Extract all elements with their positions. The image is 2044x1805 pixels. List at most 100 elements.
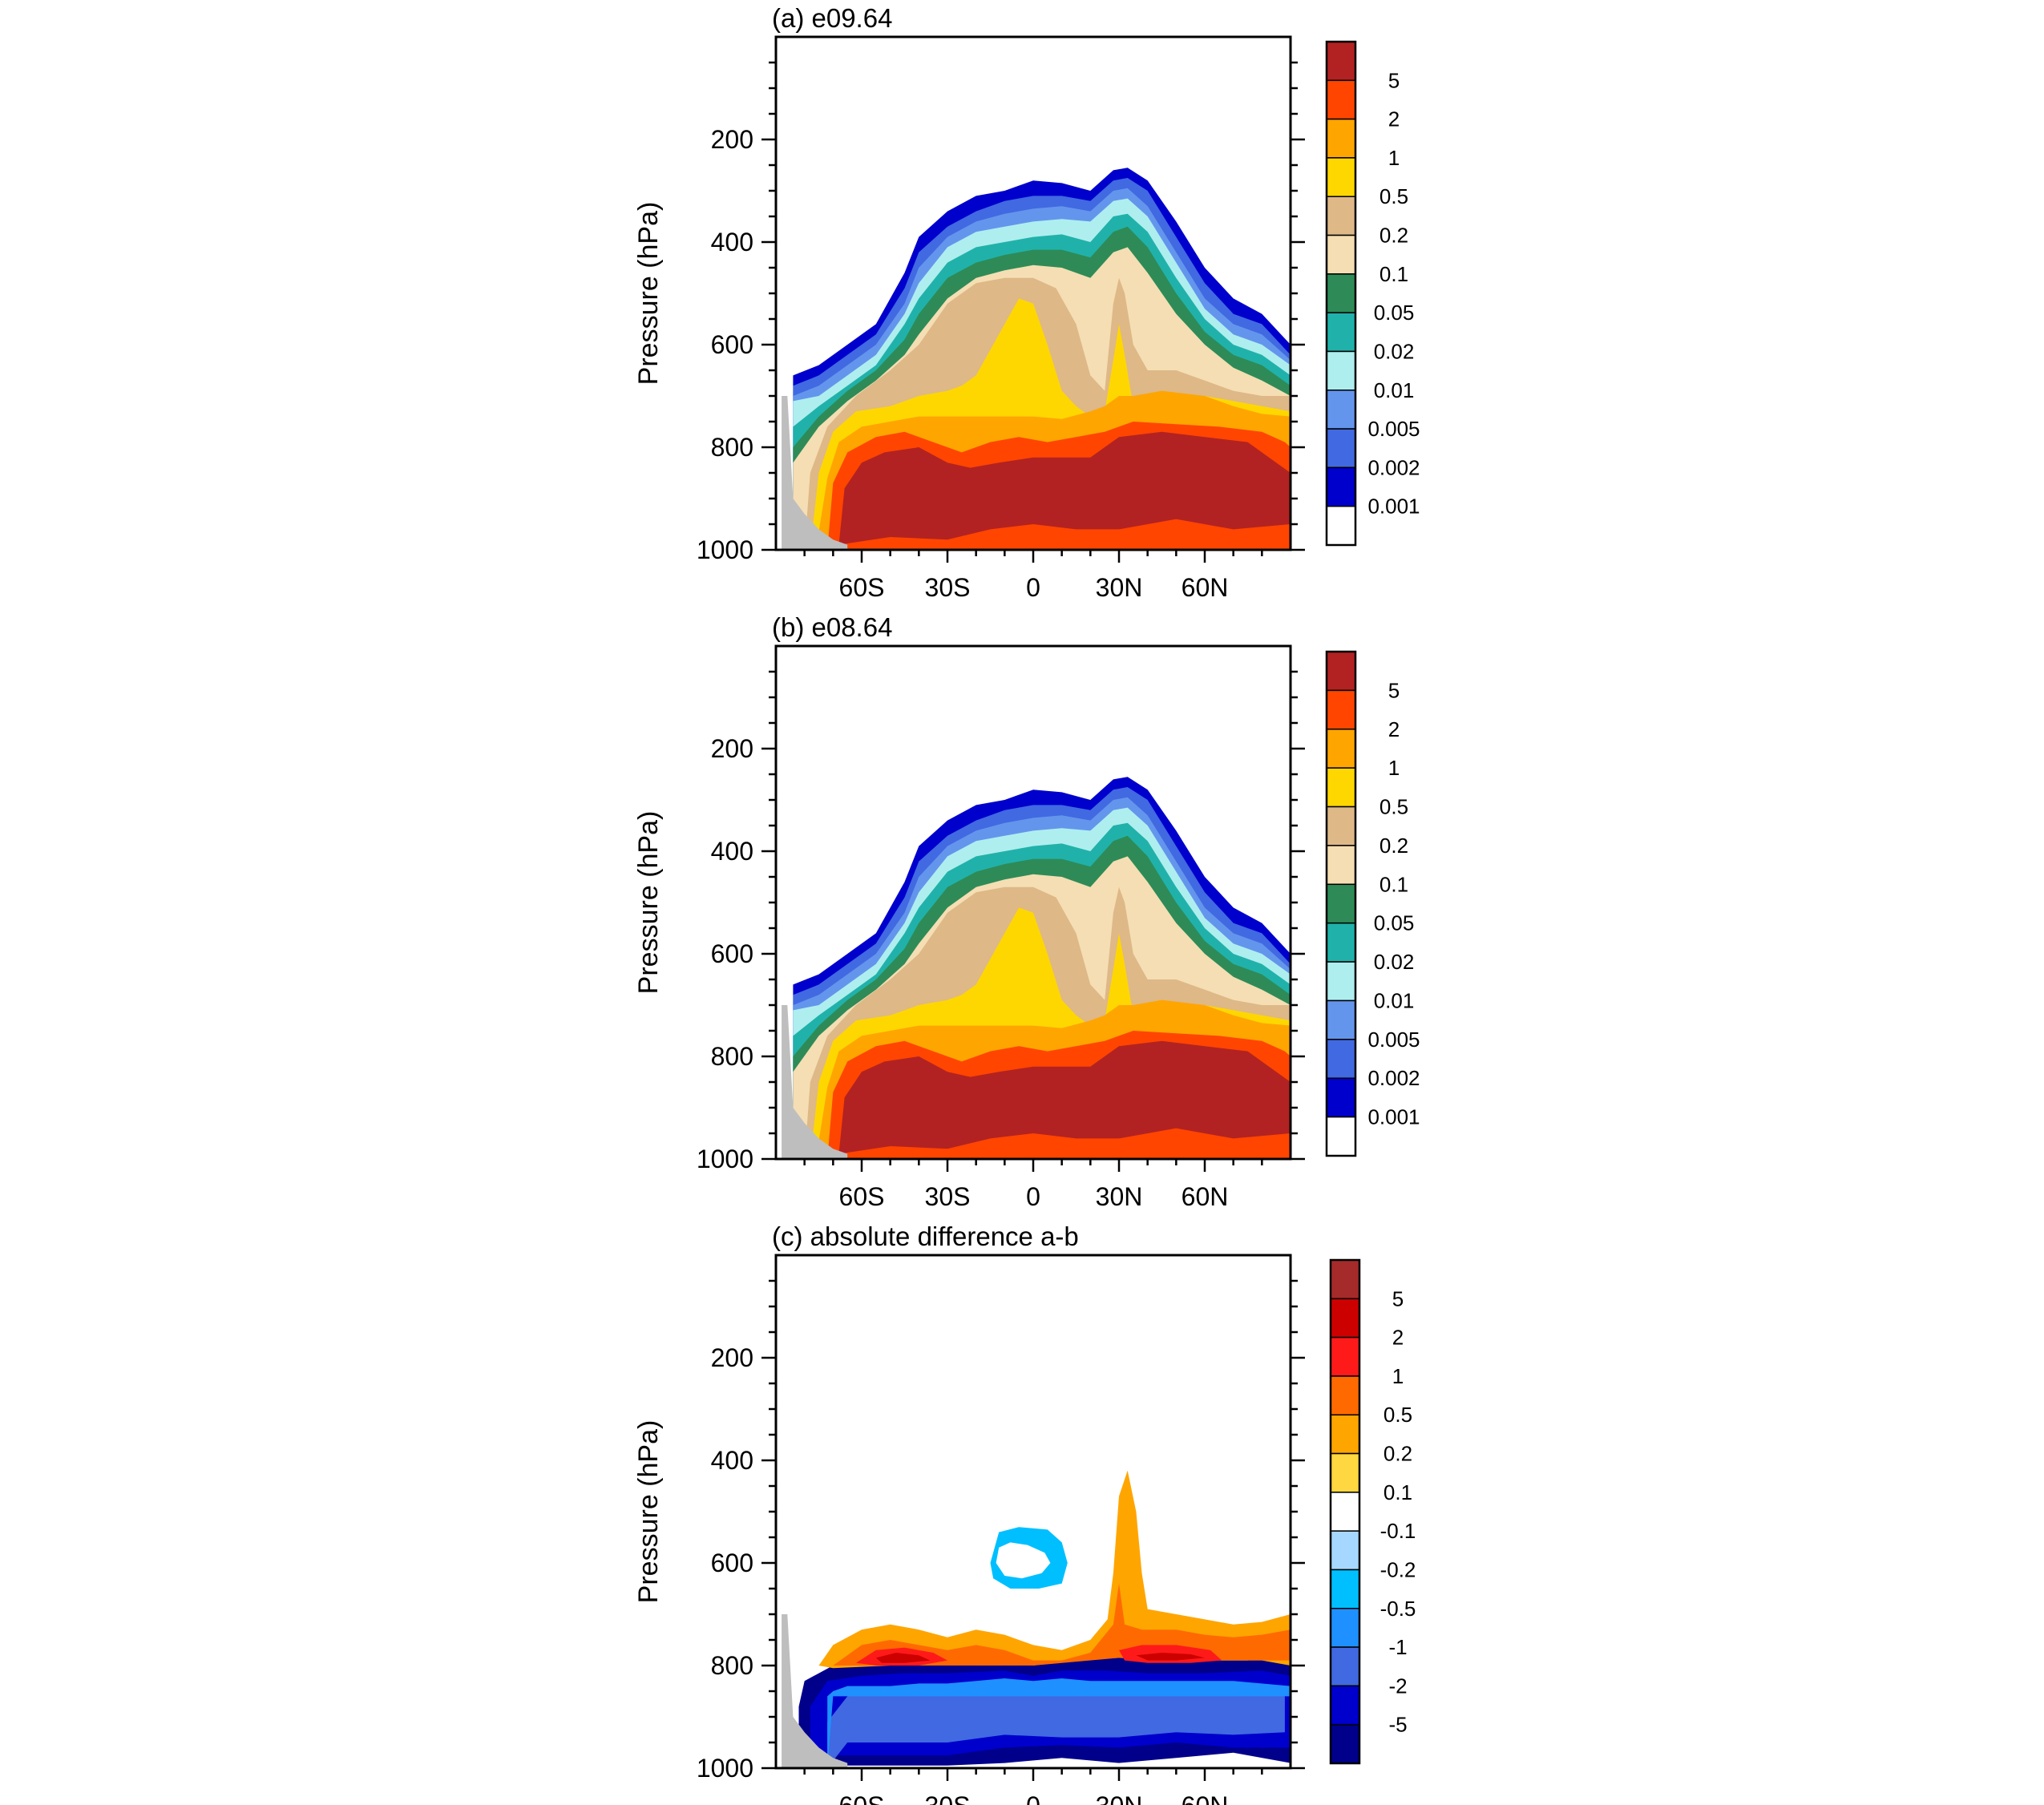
y-tick-label: 800 — [711, 433, 753, 462]
colorbar-swatch — [1326, 79, 1356, 120]
y-tick-label: 1000 — [697, 535, 753, 564]
plot-area — [782, 152, 1291, 550]
plot-area — [782, 1470, 1291, 1768]
colorbar-label: 0.002 — [1367, 455, 1420, 479]
colorbar-swatch — [1330, 1336, 1360, 1377]
colorbar: 5 2 1 0.5 0.2 0.1 -0.1 -0.2 -0.5 -1 -2 -5 — [1329, 1258, 1416, 1765]
contour-region-5 — [996, 1542, 1051, 1579]
x-tick-label: 30S — [925, 1791, 971, 1805]
colorbar-label: 2 — [1388, 717, 1400, 741]
colorbar-swatch — [1330, 1685, 1360, 1726]
panel-title: (b) e08.64 — [772, 612, 892, 642]
colorbar-swatch — [1326, 157, 1356, 197]
y-tick-label: 1000 — [697, 1754, 753, 1783]
colorbar-label: 1 — [1388, 146, 1400, 170]
colorbar-label: 0.01 — [1374, 378, 1415, 402]
y-tick-label: 200 — [711, 125, 753, 154]
colorbar-swatch — [1326, 999, 1356, 1040]
x-tick-label: 60S — [839, 573, 885, 602]
colorbar-swatch — [1330, 1608, 1360, 1648]
colorbar-swatch — [1326, 651, 1356, 692]
colorbar-label: 0.001 — [1367, 495, 1420, 519]
contour-region-12 — [838, 1040, 1291, 1154]
y-tick-label: 800 — [711, 1042, 753, 1071]
x-tick-label: 0 — [1026, 1791, 1040, 1805]
colorbar-label: 0.001 — [1367, 1105, 1420, 1129]
contour-region-10 — [875, 1653, 931, 1663]
colorbar-label: 2 — [1392, 1326, 1404, 1350]
y-tick-label: 400 — [711, 228, 753, 256]
colorbar-label: 1 — [1392, 1364, 1404, 1388]
colorbar-label: 0.01 — [1374, 988, 1415, 1012]
x-tick-label: 30N — [1096, 1791, 1143, 1805]
y-axis-label: Pressure (hPa) — [633, 202, 664, 386]
colorbar: 5 2 1 0.5 0.2 0.1 0.05 0.02 0.01 0.005 0.002 0.001 — [1325, 40, 1420, 547]
colorbar-label: 0.02 — [1374, 339, 1415, 363]
x-tick-label: 0 — [1026, 573, 1040, 602]
colorbar-swatch — [1326, 689, 1356, 730]
terrain-mask — [782, 1614, 848, 1768]
colorbar-swatch — [1330, 1259, 1360, 1300]
colorbar-swatch — [1326, 767, 1356, 808]
colorbar-label: 0.2 — [1379, 224, 1408, 248]
x-tick-label: 0 — [1026, 1182, 1040, 1211]
y-tick-label: 600 — [711, 939, 753, 968]
colorbar-swatch — [1326, 466, 1356, 507]
x-tick-label: 30S — [925, 1182, 971, 1211]
x-tick-label: 60S — [839, 1182, 885, 1211]
y-tick-label: 200 — [711, 734, 753, 763]
panel-1: (b) e08.64 200 400 600 800 1000 60S 30S 0 30N 60N P… — [633, 612, 1420, 1211]
colorbar: 5 2 1 0.5 0.2 0.1 0.05 0.02 0.01 0.005 0.002 0.001 — [1325, 650, 1420, 1157]
y-tick-label: 200 — [711, 1343, 753, 1372]
plot-area — [782, 761, 1291, 1159]
contour-region-7 — [833, 1583, 1291, 1666]
colorbar-swatch — [1326, 312, 1356, 353]
colorbar-swatch — [1330, 1414, 1360, 1455]
colorbar-label: -5 — [1388, 1713, 1407, 1737]
x-tick-label: 30N — [1096, 1182, 1143, 1211]
x-tick-label: 30S — [925, 573, 971, 602]
x-tick-label: 60S — [839, 1791, 885, 1805]
colorbar-label: -0.1 — [1380, 1519, 1416, 1543]
colorbar-label: 0.1 — [1384, 1480, 1412, 1504]
colorbar-label: 0.5 — [1379, 184, 1408, 208]
colorbar-label: -2 — [1388, 1674, 1407, 1698]
colorbar-swatch — [1326, 273, 1356, 313]
contour-region-12 — [838, 431, 1291, 545]
panel-title: (c) absolute difference a-b — [772, 1222, 1079, 1251]
colorbar-label: -0.5 — [1380, 1597, 1416, 1621]
colorbar-swatch — [1330, 1723, 1360, 1764]
colorbar-swatch — [1330, 1492, 1360, 1532]
panel-0: (a) e09.64 200 400 600 800 1000 60S 30S 0 30N 60N P… — [633, 3, 1420, 602]
colorbar-swatch — [1326, 196, 1356, 236]
y-axis-label: Pressure (hPa) — [633, 811, 664, 995]
contour-region-2 — [827, 1688, 1285, 1768]
colorbar-swatch — [1326, 729, 1356, 769]
colorbar-swatch — [1330, 1298, 1360, 1339]
terrain-mask — [782, 396, 848, 550]
colorbar-label: 0.1 — [1379, 262, 1408, 286]
colorbar-label: -0.2 — [1380, 1557, 1416, 1581]
colorbar-swatch — [1330, 1375, 1360, 1415]
colorbar-label: 0.02 — [1374, 950, 1415, 974]
y-tick-label: 1000 — [697, 1145, 753, 1173]
colorbar-swatch — [1326, 1039, 1356, 1079]
colorbar-label: 0.005 — [1367, 417, 1420, 441]
colorbar-swatch — [1326, 1077, 1356, 1118]
colorbar-label: 5 — [1388, 678, 1400, 702]
x-tick-label: 60N — [1182, 573, 1229, 602]
y-tick-label: 800 — [711, 1651, 753, 1680]
colorbar-label: 0.05 — [1374, 911, 1415, 935]
x-tick-label: 30N — [1096, 573, 1143, 602]
colorbar-swatch — [1330, 1530, 1360, 1571]
colorbar-label: 1 — [1388, 756, 1400, 780]
colorbar-swatch — [1326, 118, 1356, 159]
colorbar-swatch — [1326, 961, 1356, 1002]
y-tick-label: 400 — [711, 837, 753, 866]
contour-region-11 — [1136, 1653, 1205, 1661]
colorbar-swatch — [1326, 428, 1356, 469]
x-tick-label: 60N — [1182, 1791, 1229, 1805]
colorbar-swatch — [1330, 1452, 1360, 1493]
colorbar-swatch — [1326, 234, 1356, 275]
